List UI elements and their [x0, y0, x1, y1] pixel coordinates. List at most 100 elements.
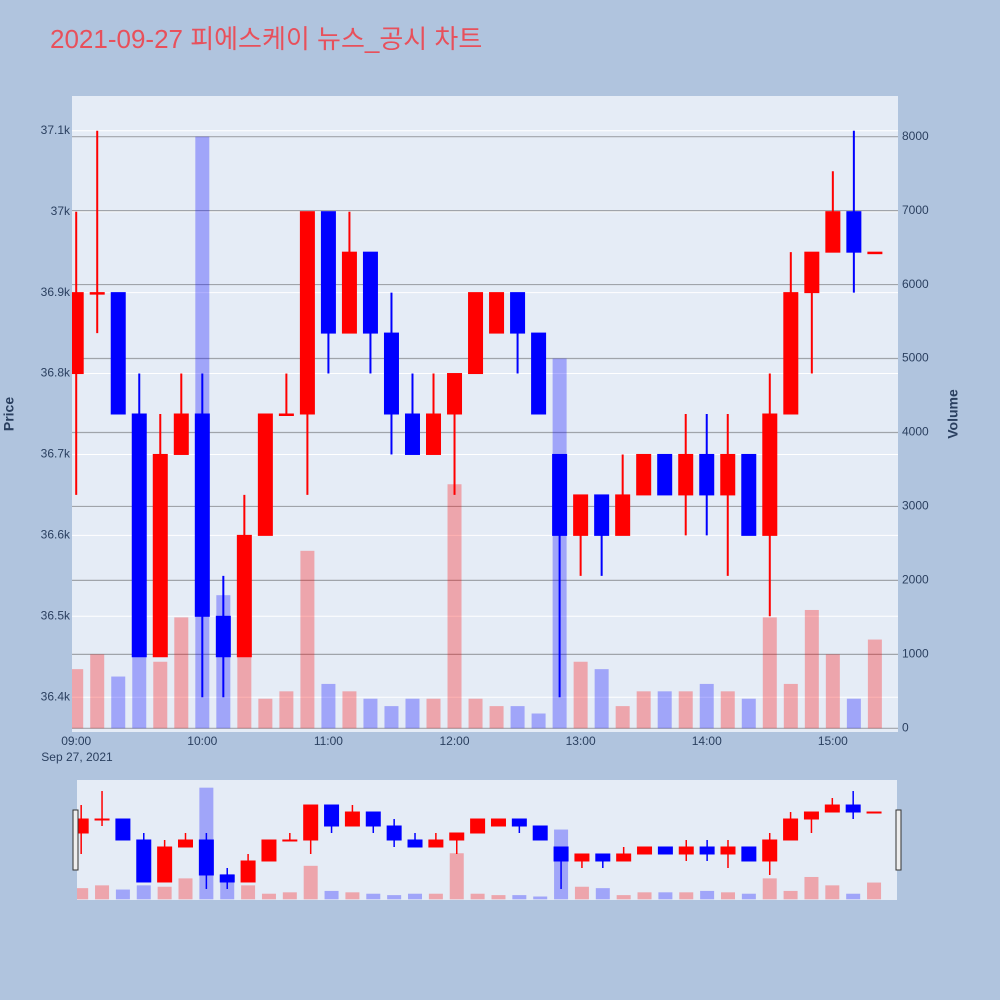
y2-tick-label: 6000 [902, 277, 929, 291]
y2-tick-label: 0 [902, 720, 909, 734]
mini-volume-bar [637, 892, 652, 900]
volume-bar [447, 484, 462, 729]
candle-body [278, 413, 294, 416]
y-tick-label: 36.7k [41, 447, 71, 461]
x-tick-label: 12:00 [440, 734, 470, 748]
y-tick-label: 36.6k [41, 528, 71, 542]
mini-candle-body [783, 818, 799, 841]
candle-body [236, 534, 252, 658]
volume-bar [321, 683, 336, 729]
volume-bar [825, 654, 840, 729]
x-tick-label: 11:00 [314, 734, 343, 748]
mini-volume-bar [136, 885, 151, 900]
volume-bar [867, 639, 882, 729]
mini-volume-bar [512, 895, 527, 900]
volume-bar [72, 669, 84, 729]
mini-candle-body [282, 839, 298, 842]
mini-candle-body [303, 804, 319, 841]
mini-candle-body [386, 825, 402, 841]
mini-candle-body [470, 818, 486, 834]
candle-body [362, 251, 378, 334]
mini-candle-body [553, 846, 569, 862]
mini-candle-body [824, 804, 840, 813]
candle-body [636, 453, 652, 496]
range-handle-right[interactable] [895, 809, 902, 871]
x-tick-label: 15:00 [818, 734, 848, 748]
candle-body [257, 413, 273, 536]
mini-candle-body [762, 839, 778, 862]
mini-candle-body [678, 846, 694, 855]
candle-body [720, 453, 736, 496]
mini-volume-bar [595, 888, 610, 900]
volume-bar [510, 706, 525, 729]
mini-candle-body [157, 846, 173, 883]
mini-volume-bar [470, 893, 485, 900]
mini-volume-bar [491, 895, 506, 900]
mini-candle-body [77, 818, 89, 834]
mini-candle-body [115, 818, 131, 841]
candle-body [131, 413, 147, 658]
y-tick-label: 37k [51, 204, 71, 218]
mini-candle-body [511, 818, 527, 827]
candle-body [173, 413, 189, 455]
volume-bar [720, 691, 735, 729]
candle-body [846, 211, 862, 253]
candle-body [489, 292, 505, 334]
mini-candle-body [177, 839, 193, 848]
mini-volume-bar [679, 892, 694, 900]
volume-bar [237, 654, 252, 729]
chart-title: 2021-09-27 피에스케이 뉴스_공시 차트 [50, 24, 482, 54]
mini-candle-body [344, 811, 360, 827]
mini-volume-bar [428, 893, 443, 900]
volume-bar [384, 706, 399, 729]
mini-candle-body [261, 839, 277, 862]
y2-tick-label: 8000 [902, 129, 929, 143]
volume-bar [678, 691, 693, 729]
y-tick-label: 36.9k [41, 285, 71, 299]
mini-volume-bar [616, 895, 631, 900]
mini-candle-body [574, 853, 590, 862]
y-tick-label: 36.4k [41, 689, 71, 703]
y2-tick-label: 1000 [902, 647, 929, 661]
mini-candle-body [240, 860, 256, 883]
range-handle-left[interactable] [72, 809, 79, 871]
volume-bar [573, 661, 588, 729]
candle-body [110, 292, 126, 415]
candle-body [531, 332, 547, 415]
mini-volume-bar [741, 893, 756, 900]
mini-candle-body [845, 804, 861, 813]
volume-bar [405, 698, 420, 729]
volume-bar [342, 691, 357, 729]
mini-volume-bar [867, 882, 882, 900]
mini-candle-body [407, 839, 423, 848]
mini-candle-body [657, 846, 673, 855]
mini-candle-body [720, 846, 736, 855]
y2-tick-label: 2000 [902, 573, 929, 587]
volume-bar [111, 676, 126, 729]
volume-bar [300, 550, 315, 729]
candle-body [804, 251, 820, 294]
x-tick-label: 13:00 [566, 734, 596, 748]
volume-bar [783, 683, 798, 729]
mini-candle-body [428, 839, 444, 848]
candle-body [573, 494, 589, 536]
mini-volume-bar [846, 893, 861, 900]
mini-candle-body [324, 804, 340, 827]
volume-bar [153, 661, 168, 729]
mini-volume-bar [574, 886, 589, 900]
candle-body [72, 292, 84, 375]
candle-body [447, 373, 463, 415]
volume-bar [531, 713, 546, 729]
candle-body [657, 453, 673, 496]
mini-volume-bar [366, 893, 381, 900]
volume-bar [132, 654, 147, 729]
y2-tick-label: 3000 [902, 499, 929, 513]
volume-bar [636, 691, 651, 729]
candle-body [762, 413, 778, 536]
x-tick-label: 14:00 [692, 734, 722, 748]
mini-volume-bar [157, 886, 172, 900]
volume-bar [90, 654, 105, 729]
volume-bar [279, 691, 294, 729]
mini-volume-bar [387, 895, 402, 900]
